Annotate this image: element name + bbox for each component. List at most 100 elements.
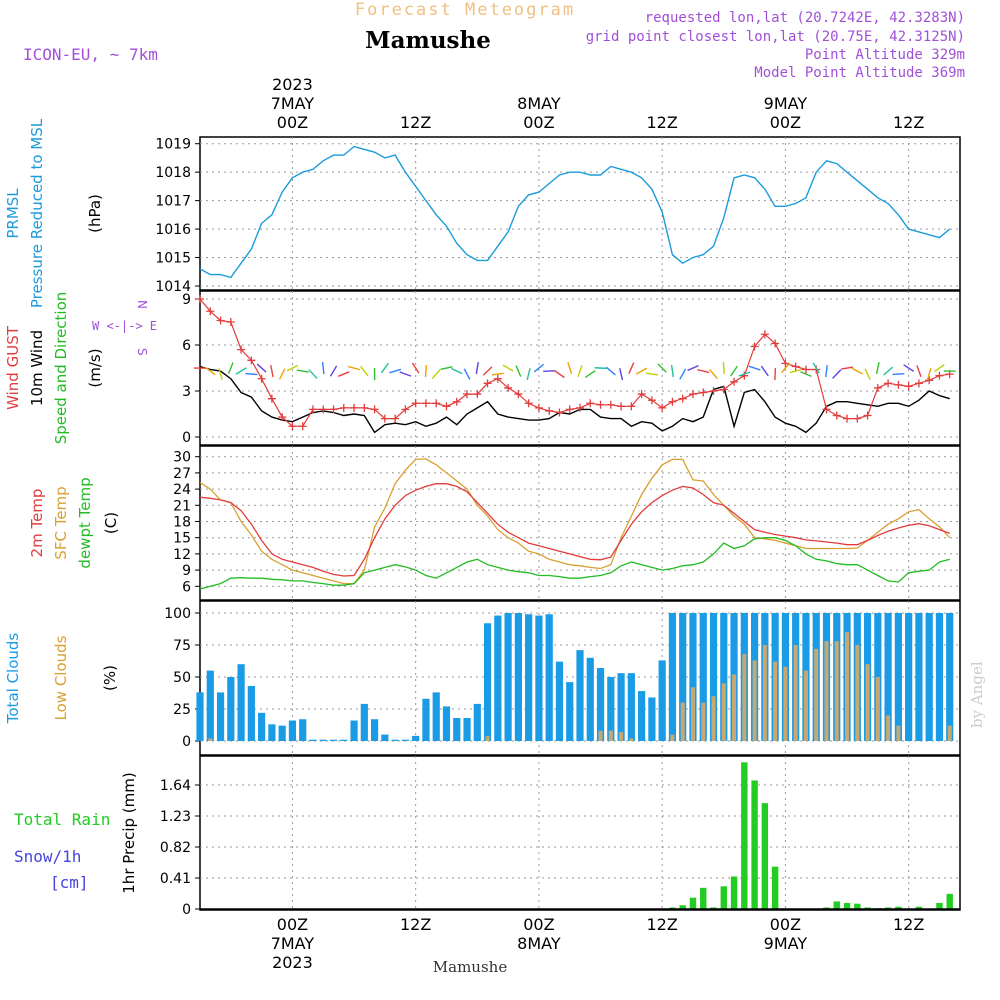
gust-marker [822,405,831,414]
y-tick-label: 0 [182,430,191,446]
panel-label: Speed and Direction [52,292,70,445]
y-tick-label: 3 [182,384,191,400]
gust-marker [452,397,461,406]
rain-bar [823,907,830,909]
time-label-top: 00Z [770,113,801,132]
low-cloud-bar [834,641,839,741]
compass-north: N [135,300,149,309]
wind-direction-arrow [789,368,802,374]
wind-direction-arrow [709,369,718,380]
total-cloud-bar [401,739,410,741]
gust-marker [391,414,400,423]
grid-point-coords: grid point closest lon,lat (20.75E, 42.3… [586,29,965,45]
total-cloud-bar [288,720,297,741]
wind-direction-arrow [760,365,769,377]
low-cloud-bar [762,645,767,741]
gust-marker [709,387,718,395]
time-label-bottom: 7MAY [271,934,315,953]
total-cloud-bar [627,673,635,741]
low-cloud-bar [732,674,737,741]
y-tick-label: 9 [182,292,191,308]
y-tick-label: 1017 [155,194,191,210]
total-cloud-bar [679,613,687,741]
total-cloud-bar [905,613,913,741]
wind-direction-arrow [389,368,402,374]
wind-direction-arrow [205,366,216,376]
gust-marker [298,422,307,431]
low-cloud-bar [773,661,778,741]
panel-label: Wind GUST [4,325,22,410]
time-label-bottom: 00Z [523,915,554,934]
wind-direction-arrow [687,364,699,372]
total-cloud-bar [720,613,728,741]
wind-direction-arrow [657,363,667,373]
gust-marker [206,307,215,316]
wind-direction-arrow [228,362,234,374]
total-cloud-bar [668,613,677,741]
total-cloud-bar [350,720,358,741]
panel-label: Low Clouds [52,635,70,720]
wind-direction-arrow [348,365,361,371]
total-cloud-bar [709,613,718,741]
wind-direction-arrow [399,371,412,377]
gust-marker [627,402,636,411]
panel-label: (%) [101,665,119,691]
low-cloud-bar [896,725,901,741]
total-cloud-bar [946,613,954,741]
total-cloud-bar [237,664,245,741]
temp-2m-line [199,483,950,577]
panel-label: 10m Wind [28,330,46,406]
gust-marker [699,388,708,397]
panel-label: SFC Temp [52,486,70,559]
time-label-bottom: 8MAY [517,934,561,953]
gust-marker [730,377,739,386]
total-cloud-bar [566,682,574,741]
wind-direction-arrow [934,363,945,373]
y-tick-label: 100 [164,606,191,622]
total-cloud-bar [483,623,492,741]
low-cloud-bar [855,645,860,741]
wind-direction-arrow [903,364,915,372]
wind-direction-arrow [431,369,441,380]
wind-direction-arrow [463,368,471,380]
total-cloud-bar [216,692,225,741]
low-cloud-bar [752,660,757,741]
low-cloud-bar [845,632,850,741]
gust-marker [935,371,944,380]
gust-marker [534,403,543,412]
wind-direction-arrow [577,365,583,377]
gust-marker [278,413,287,422]
total-cloud-bar [247,685,255,741]
wind-direction-arrow [800,371,812,378]
total-cloud-bar [206,670,214,741]
wind-direction-arrow [864,368,871,380]
gust-marker [360,403,369,412]
gust-marker [884,379,893,388]
wind-direction-arrow [851,367,863,375]
total-cloud-bar [607,677,615,741]
wind-direction-arrow [825,365,828,378]
gust-marker [791,362,800,371]
wind-direction-arrow [812,362,820,374]
wind-direction-arrow [235,367,247,375]
gust-marker [555,408,564,417]
wind-direction-arrow [722,362,725,375]
total-cloud-bar [586,657,594,741]
gust-marker [658,403,667,412]
low-cloud-bar [865,664,870,741]
panel-frame-temp [199,445,961,601]
rain-bar [771,866,779,909]
total-cloud-bar [648,697,656,741]
panel-label: (C) [102,512,120,534]
wind-direction-arrow [832,369,842,379]
total-cloud-bar [278,725,286,741]
wind-direction-arrow [781,362,790,374]
gust-marker [442,402,451,411]
gust-marker [637,390,646,399]
time-label-bottom: 12Z [646,915,677,934]
y-tick-label: 1.64 [160,778,191,794]
total-cloud-bar [309,739,317,741]
y-tick-label: 0 [182,734,191,750]
y-tick-label: 0.82 [160,840,191,856]
total-cloud-bar [935,613,944,741]
